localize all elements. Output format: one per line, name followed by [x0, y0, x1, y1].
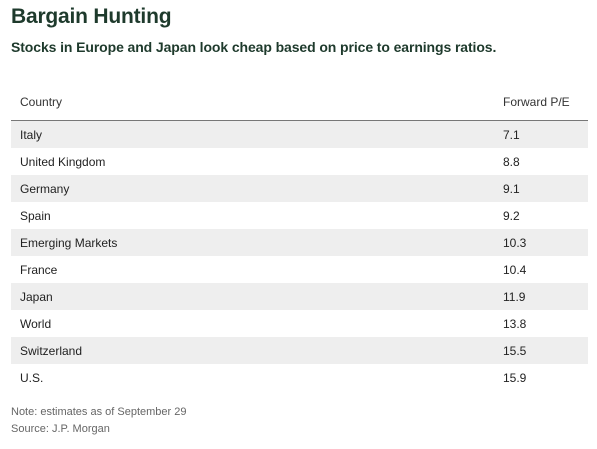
cell-country: Germany: [20, 182, 70, 196]
cell-country: Italy: [20, 128, 43, 142]
source-text: Source: J.P. Morgan: [11, 423, 110, 435]
footnotes: Note: estimates as of September 29 Sourc…: [11, 404, 186, 438]
table-row: Emerging Markets 10.3: [11, 229, 588, 256]
cell-country: Switzerland: [20, 344, 83, 358]
table-row: U.S. 15.9: [11, 364, 588, 391]
cell-country: U.S.: [20, 371, 44, 385]
cell-forward-pe: 9.1: [503, 182, 520, 196]
cell-country: Emerging Markets: [20, 236, 118, 250]
cell-forward-pe: 10.4: [503, 263, 527, 277]
table-row: Switzerland 15.5: [11, 337, 588, 364]
table-row: Italy 7.1: [11, 121, 588, 148]
table-row: France 10.4: [11, 256, 588, 283]
cell-forward-pe: 9.2: [503, 209, 520, 223]
chart-title: Bargain Hunting: [11, 5, 172, 28]
cell-forward-pe: 10.3: [503, 236, 527, 250]
cell-forward-pe: 11.9: [503, 290, 526, 304]
cell-country: Japan: [20, 290, 53, 304]
cell-country: Spain: [20, 209, 51, 223]
cell-forward-pe: 7.1: [503, 128, 520, 142]
cell-country: World: [20, 317, 52, 331]
table-row: Spain 9.2: [11, 202, 588, 229]
column-header-country: Country: [20, 95, 63, 109]
table-row: Germany 9.1: [11, 175, 588, 202]
table-row: World 13.8: [11, 310, 588, 337]
note-text: Note: estimates as of September 29: [11, 406, 187, 418]
cell-country: France: [20, 263, 58, 277]
table-body: Italy 7.1 United Kingdom 8.8 Germany 9.1 Spain…: [11, 121, 588, 391]
table-row: Japan 11.9: [11, 283, 588, 310]
cell-country: United Kingdom: [20, 155, 106, 169]
chart-subtitle: Stocks in Europe and Japan look cheap ba…: [11, 39, 497, 55]
cell-forward-pe: 13.8: [503, 317, 527, 331]
table-header: Country Forward P/E: [11, 87, 588, 121]
data-table: Country Forward P/E Italy 7.1 United Kingd…: [11, 87, 588, 391]
cell-forward-pe: 15.9: [503, 371, 527, 385]
cell-forward-pe: 15.5: [503, 344, 527, 358]
column-header-forward-pe: Forward P/E: [503, 95, 570, 109]
cell-forward-pe: 8.8: [503, 155, 520, 169]
table-row: United Kingdom 8.8: [11, 148, 588, 175]
